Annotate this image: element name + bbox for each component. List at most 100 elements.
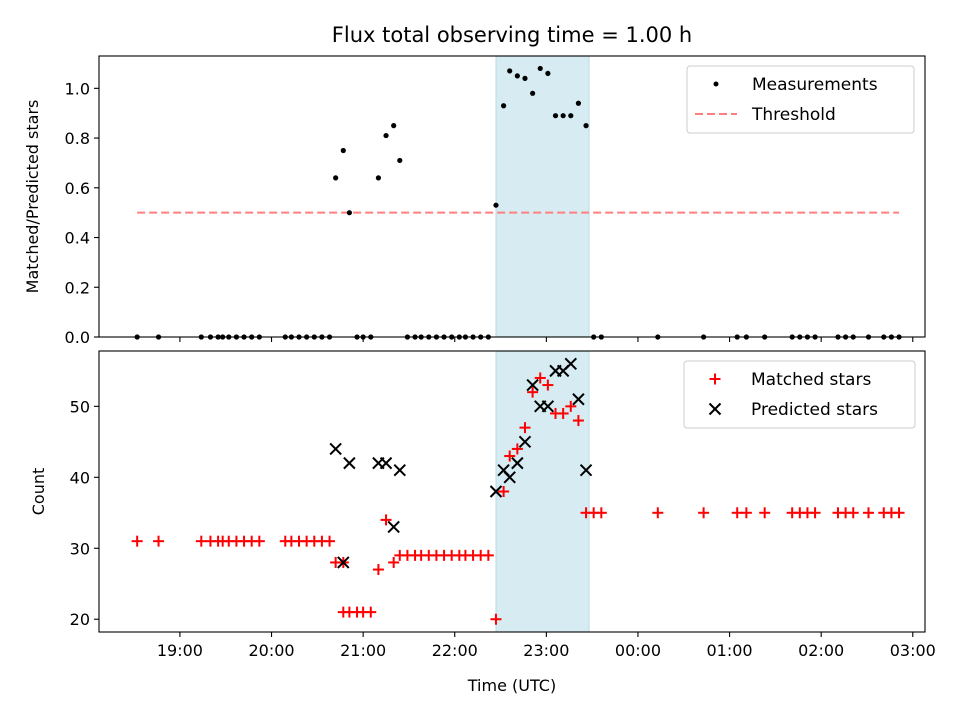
matched-star-point: [527, 386, 539, 398]
top-y-tick-label: 0.0: [65, 328, 90, 347]
predicted-star-point: [579, 464, 593, 477]
bottom-axes-frame: [98, 350, 926, 633]
bottom-y-axis-label: Count: [29, 468, 48, 516]
top-y-tick-label: 0.8: [65, 129, 90, 148]
measurement-point: [340, 147, 346, 154]
predicted-star-point: [387, 520, 400, 534]
predicted-star-point: [337, 556, 350, 569]
measurement-point: [530, 90, 536, 96]
matched-star-point: [557, 407, 569, 419]
bottom-y-tick-label: 30: [70, 539, 90, 558]
x-tick-label: 00:00: [615, 641, 661, 660]
x-tick-label: 02:00: [798, 641, 844, 660]
bottom-highlight-span: [495, 350, 590, 633]
predicted-star-point: [572, 393, 585, 406]
top-y-ticks: 0.0 0.2 0.4 0.6 0.8 1.0: [65, 79, 99, 347]
predicted-star-point: [511, 456, 524, 470]
matched-star-point: [324, 535, 336, 547]
measurement-point: [397, 157, 403, 164]
top-panel: 0.0 0.2 0.4 0.6 0.8 1.0 Flux total observing …: [23, 23, 926, 347]
matched-star-point: [572, 415, 584, 427]
bottom-x-ticks: 19:00 20:00 21:00 22:00 23:00 00:00 01:00 02:00…: [157, 632, 936, 660]
top-axes-frame: [98, 55, 926, 338]
predicted-star-point: [343, 456, 356, 470]
predicted-star-point: [379, 456, 393, 470]
predicted-star-point: [489, 485, 503, 498]
matched-star-point: [490, 613, 502, 625]
legend-measurements-marker: [713, 81, 719, 87]
predicted-star-point: [526, 378, 539, 392]
measurement-point: [568, 113, 574, 119]
measurement-point: [514, 73, 520, 79]
chart-title: Flux total observing time = 1.00 h: [332, 23, 692, 47]
matched-star-point: [131, 535, 143, 547]
matched-star-point: [365, 606, 377, 618]
top-highlight-span: [495, 55, 590, 338]
matched-star-point: [759, 507, 771, 519]
bottom-legend: Matched stars Predicted stars: [683, 360, 916, 429]
measurement-point: [391, 123, 397, 129]
top-y-tick-label: 0.2: [65, 278, 90, 297]
legend-matched-plus: [709, 373, 721, 385]
measurement-point: [537, 65, 543, 72]
predicted-star-point: [518, 435, 532, 449]
measurement-point: [493, 202, 499, 208]
matched-star-point: [542, 379, 554, 391]
measurement-point: [346, 210, 352, 216]
matched-star-point: [504, 450, 516, 462]
top-y-tick-label: 1.0: [65, 79, 90, 98]
matched-star-point: [809, 507, 821, 519]
top-y-tick-label: 0.6: [65, 179, 90, 198]
matched-star-point: [388, 556, 400, 568]
x-tick-label: 01:00: [707, 641, 753, 660]
measurement-point: [333, 175, 339, 181]
legend-predicted-label: Predicted stars: [751, 400, 878, 420]
x-tick-label: 22:00: [432, 641, 478, 660]
top-legend-box: [686, 65, 915, 134]
x-tick-label: 23:00: [523, 641, 569, 660]
x-tick-label: 03:00: [890, 641, 936, 660]
x-axis-label: Time (UTC): [467, 676, 556, 695]
top-y-tick-label: 0.4: [65, 229, 90, 248]
predicted-star-point: [503, 471, 516, 484]
legend-matched-marker: [709, 373, 721, 385]
bottom-y-ticks: 20 30 40 50: [70, 397, 99, 629]
x-tick-label: 20:00: [248, 641, 294, 660]
matched-star-point: [511, 443, 523, 455]
matched-star-point: [253, 535, 265, 547]
measurement-point: [575, 100, 582, 106]
measurement-point: [552, 113, 559, 119]
matched-star-point: [863, 507, 875, 519]
matched-star-point: [372, 564, 384, 576]
legend-predicted-cross: [708, 402, 722, 416]
predicted-star-points: [329, 357, 593, 569]
measurement-point: [383, 132, 389, 139]
matched-star-point: [498, 486, 510, 497]
bottom-y-tick-label: 50: [70, 397, 90, 416]
legend-measurements-label: Measurements: [752, 75, 878, 95]
matched-star-point: [153, 535, 165, 547]
legend-threshold-label: Threshold: [751, 105, 836, 125]
predicted-star-point: [393, 464, 406, 477]
measurement-point: [507, 68, 513, 74]
measurement-point: [583, 123, 589, 129]
matched-star-point: [652, 507, 664, 519]
matched-star-point: [847, 507, 859, 519]
measurement-point: [522, 75, 528, 81]
top-x-ticks: [179, 337, 914, 342]
legend-predicted-marker: [708, 402, 722, 416]
matched-star-point: [565, 400, 577, 412]
measurement-point: [560, 113, 566, 119]
matched-star-point: [534, 372, 546, 384]
matched-star-point: [595, 507, 607, 519]
top-y-axis-label: Matched/Predicted stars: [23, 100, 42, 294]
bottom-legend-box: [683, 360, 916, 429]
legend-matched-label: Matched stars: [751, 370, 871, 390]
matched-star-point: [698, 507, 710, 519]
predicted-star-point: [564, 357, 577, 370]
bottom-y-tick-label: 20: [70, 610, 90, 629]
predicted-star-point: [541, 400, 555, 413]
top-legend: Measurements Threshold: [686, 65, 915, 134]
measurement-point: [545, 70, 551, 77]
